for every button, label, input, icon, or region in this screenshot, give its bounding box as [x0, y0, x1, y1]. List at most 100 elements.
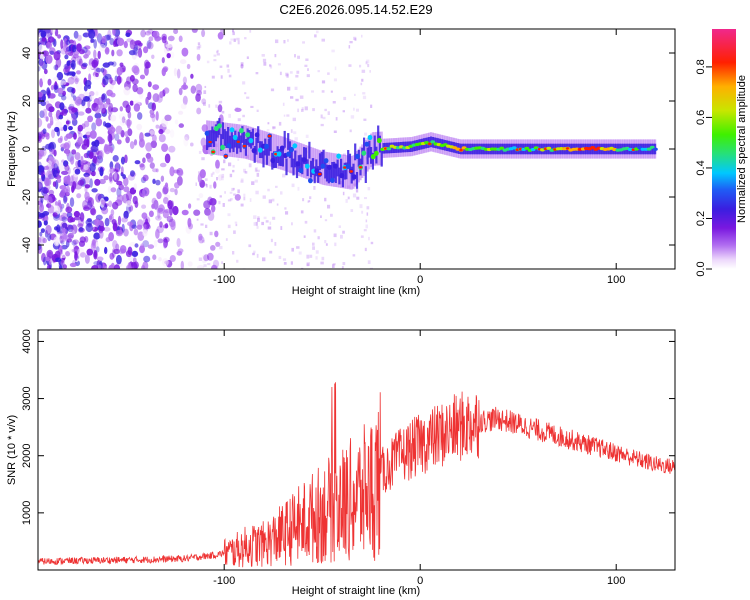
spectrogram-speckle [269, 64, 272, 67]
spectrogram-speckle [300, 210, 304, 214]
x-tick-label: 0 [417, 274, 423, 286]
spectrogram-noise-cell [45, 256, 50, 262]
spectrogram-band-halo [216, 121, 219, 156]
spectrogram-speckle [345, 199, 348, 203]
y-tick-label: 2000 [21, 443, 33, 467]
spectrogram-noise-cell [168, 145, 176, 153]
spectrogram-noise-cell [116, 194, 124, 203]
spectrogram-noise-cell [46, 264, 51, 269]
spectrogram-speckle [251, 181, 255, 185]
spectrogram-noise-cell [164, 114, 172, 122]
spectrogram-noise-cell [137, 48, 143, 58]
spectrogram-noise-cell [135, 51, 141, 57]
spectrogram-signal-cell [292, 143, 298, 149]
spectrogram-noise-cell [180, 260, 184, 269]
spectrogram-band-core [241, 126, 244, 143]
spectrogram-speckle [253, 215, 257, 219]
spectrogram-speckle [315, 250, 319, 254]
spectrogram-noise-cell [240, 64, 244, 69]
spectrogram-speckle [216, 53, 220, 56]
spectrogram-speckle [267, 122, 270, 125]
spectrogram-speckle [311, 90, 314, 93]
spectrogram-signal-cell [304, 163, 310, 169]
spectrogram-noise-cell [178, 110, 184, 115]
spectrogram-noise-cell [70, 175, 74, 184]
spectrogram-speckle [261, 221, 264, 226]
spectrogram-noise-cell [127, 128, 133, 137]
spectrogram-speckle [244, 171, 248, 174]
spectrogram-speckle [219, 65, 223, 68]
spectrogram-band-core [345, 162, 348, 180]
spectrogram-speckle [256, 169, 260, 173]
spectrogram-band-core [207, 130, 210, 148]
spectrogram-speckle [198, 171, 200, 174]
spectrogram-noise-cell [116, 139, 122, 145]
spectrogram-noise-cell [67, 76, 75, 85]
spectrogram-peak-cell [236, 140, 241, 144]
spectrogram-noise-cell [71, 113, 77, 122]
spectrogram-noise-cell [50, 84, 55, 91]
spectrogram-band-core [232, 135, 235, 153]
spectrogram-speckle [272, 126, 276, 129]
spectrogram-noise-cell [53, 163, 58, 172]
spectrogram-speckle [218, 100, 223, 104]
spectrogram-noise-cell [83, 172, 90, 178]
spectrogram-noise-cell [169, 255, 176, 262]
spectrogram-band-core [214, 124, 217, 142]
spectrogram-noise-cell [197, 265, 205, 269]
spectrogram-band-halo [355, 150, 359, 185]
spectrogram-noise-cell [161, 143, 169, 152]
spectrogram-noise-cell [89, 178, 93, 188]
spectrogram-band-core [320, 152, 323, 169]
spectrogram-noise-cell [87, 115, 94, 123]
spectrogram-signal-cell [220, 144, 226, 150]
spectrogram-band-core [318, 153, 322, 171]
spectrogram-band-core [280, 149, 283, 166]
spectrogram-noise-cell [144, 132, 151, 137]
spectrogram-speckle [332, 264, 335, 268]
spectrogram-noise-cell [158, 128, 164, 135]
spectrogram-noise-cell [155, 179, 161, 186]
spectrogram-band-core [221, 122, 224, 140]
spectrogram-speckle [237, 189, 240, 194]
spectrogram-noise-cell [234, 107, 242, 112]
spectrogram-noise-cell [81, 143, 88, 150]
y-tick-label: 40 [21, 47, 33, 59]
spectrogram-signal-cell [279, 145, 285, 151]
spectrogram-peak-cell [349, 170, 354, 173]
spectrogram-noise-cell [61, 244, 68, 250]
spectrogram-noise-cell [70, 88, 75, 98]
spectrogram-noise-cell [39, 231, 43, 237]
spectrogram-noise-cell [61, 216, 68, 222]
spectrogram-speckle [243, 168, 246, 173]
spectrogram-noise-cell [43, 50, 47, 58]
spectrogram-noise-cell [44, 230, 48, 238]
spectrogram-speckle [232, 29, 234, 33]
spectrogram-noise-cell [38, 117, 43, 128]
spectrogram-signal-cell [289, 146, 294, 153]
spectrogram-noise-cell [147, 91, 152, 101]
spectrogram-noise-cell [132, 257, 137, 264]
spectrogram-speckle [233, 38, 236, 42]
spectrogram-signal-cell [330, 177, 335, 183]
x-tick-label: -100 [213, 274, 235, 286]
spectrogram-speckle [201, 239, 205, 243]
spectrogram-noise-cell [215, 241, 221, 247]
spectrogram-noise-cell [154, 35, 161, 42]
colorbar-tick-label: 0.0 [695, 261, 707, 276]
spectrogram-noise-cell [83, 164, 89, 171]
spectrogram-noise-cell [148, 128, 155, 137]
spectrogram-signal-cell [345, 163, 351, 169]
spectrogram-speckle [283, 114, 286, 117]
spectrogram-speckle [312, 242, 315, 246]
spectrogram-noise-cell [98, 178, 106, 185]
spectrogram-speckle [253, 250, 256, 254]
spectrogram-noise-cell [176, 237, 181, 248]
spectrogram-noise-cell [60, 143, 67, 149]
spectrogram-noise-cell [91, 141, 96, 147]
spectrogram-noise-cell [95, 158, 100, 166]
spectrogram-band-core [373, 135, 376, 153]
spectrogram-band-core [281, 149, 284, 167]
spectrogram-band-core [223, 129, 226, 146]
